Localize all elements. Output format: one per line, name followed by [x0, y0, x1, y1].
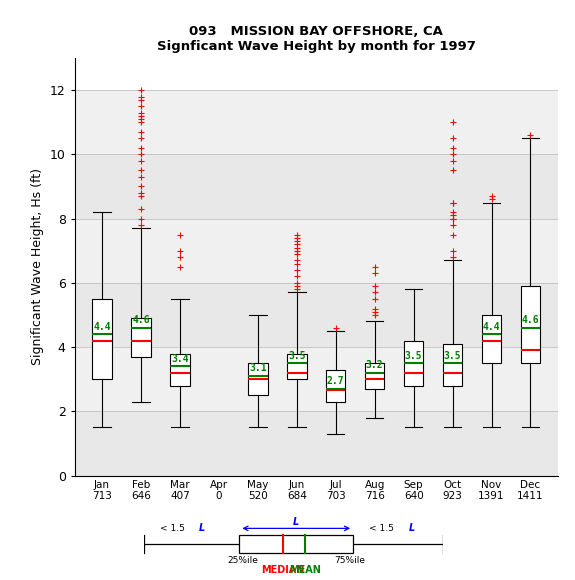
- Text: 4.6: 4.6: [522, 316, 539, 325]
- Text: 25%ile: 25%ile: [227, 556, 258, 565]
- Text: 3.5: 3.5: [405, 350, 423, 361]
- Bar: [75, 411, 558, 476]
- Text: < 1.5: < 1.5: [369, 524, 397, 533]
- Text: 3.1: 3.1: [249, 364, 267, 374]
- Bar: [75, 347, 558, 411]
- Text: 3.2: 3.2: [366, 360, 384, 370]
- Bar: [326, 369, 346, 402]
- Bar: [287, 354, 306, 379]
- Text: L: L: [293, 517, 300, 527]
- Text: 4.6: 4.6: [132, 316, 150, 325]
- Text: 3.5: 3.5: [444, 350, 461, 361]
- Bar: [404, 340, 423, 386]
- Text: 3.5: 3.5: [288, 350, 305, 361]
- Bar: [239, 535, 353, 553]
- Bar: [92, 299, 112, 379]
- Text: L: L: [408, 523, 415, 533]
- Y-axis label: Significant Wave Height, Hs (ft): Significant Wave Height, Hs (ft): [31, 168, 44, 365]
- Bar: [443, 344, 462, 386]
- Text: 2.7: 2.7: [327, 376, 344, 386]
- Bar: [75, 154, 558, 219]
- Bar: [248, 363, 267, 396]
- Title: 093   MISSION BAY OFFSHORE, CA
Signficant Wave Height by month for 1997: 093 MISSION BAY OFFSHORE, CA Signficant …: [157, 25, 476, 53]
- Text: MEDIAN: MEDIAN: [261, 565, 304, 575]
- Text: 75%ile: 75%ile: [335, 556, 366, 565]
- Text: 4.4: 4.4: [483, 322, 500, 332]
- Bar: [482, 315, 501, 363]
- Bar: [521, 286, 540, 363]
- Bar: [131, 318, 151, 357]
- Bar: [365, 363, 385, 389]
- Bar: [170, 354, 190, 386]
- Text: L: L: [199, 523, 205, 533]
- Text: < 1.5: < 1.5: [160, 524, 187, 533]
- Text: MEAN: MEAN: [289, 565, 321, 575]
- Text: 3.4: 3.4: [171, 354, 189, 364]
- Bar: [75, 90, 558, 154]
- Text: 4.4: 4.4: [93, 322, 111, 332]
- Bar: [75, 219, 558, 283]
- Bar: [75, 283, 558, 347]
